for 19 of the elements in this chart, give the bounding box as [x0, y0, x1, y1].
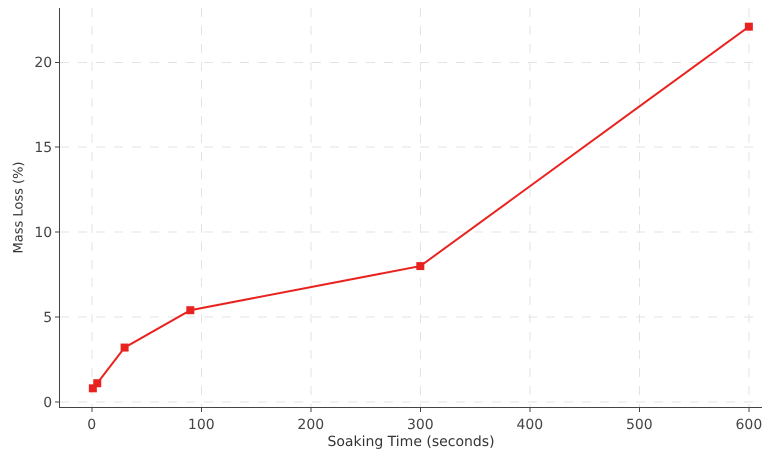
- x-tick-label: 600: [735, 416, 762, 433]
- y-tick-label: 0: [43, 394, 52, 411]
- point: [416, 262, 424, 270]
- x-axis-title: Soaking Time (seconds): [327, 434, 495, 450]
- y-tick-label: 15: [34, 140, 52, 156]
- x-tick-label: 500: [626, 416, 653, 433]
- x-tick-label: 300: [406, 416, 434, 433]
- y-tick-label: 10: [34, 225, 52, 242]
- y-axis-title: Mass Loss (%): [11, 161, 26, 254]
- y-tick-label: 5: [43, 310, 52, 326]
- point: [120, 344, 129, 352]
- x-tick-label: 200: [297, 416, 324, 433]
- x-tick-label: 0: [87, 416, 96, 433]
- y-tick-label: 20: [34, 55, 52, 72]
- point: [93, 379, 102, 388]
- point: [744, 22, 753, 31]
- x-tick-label: 100: [188, 416, 215, 433]
- point: [186, 306, 194, 314]
- x-tick-label: 400: [516, 416, 544, 433]
